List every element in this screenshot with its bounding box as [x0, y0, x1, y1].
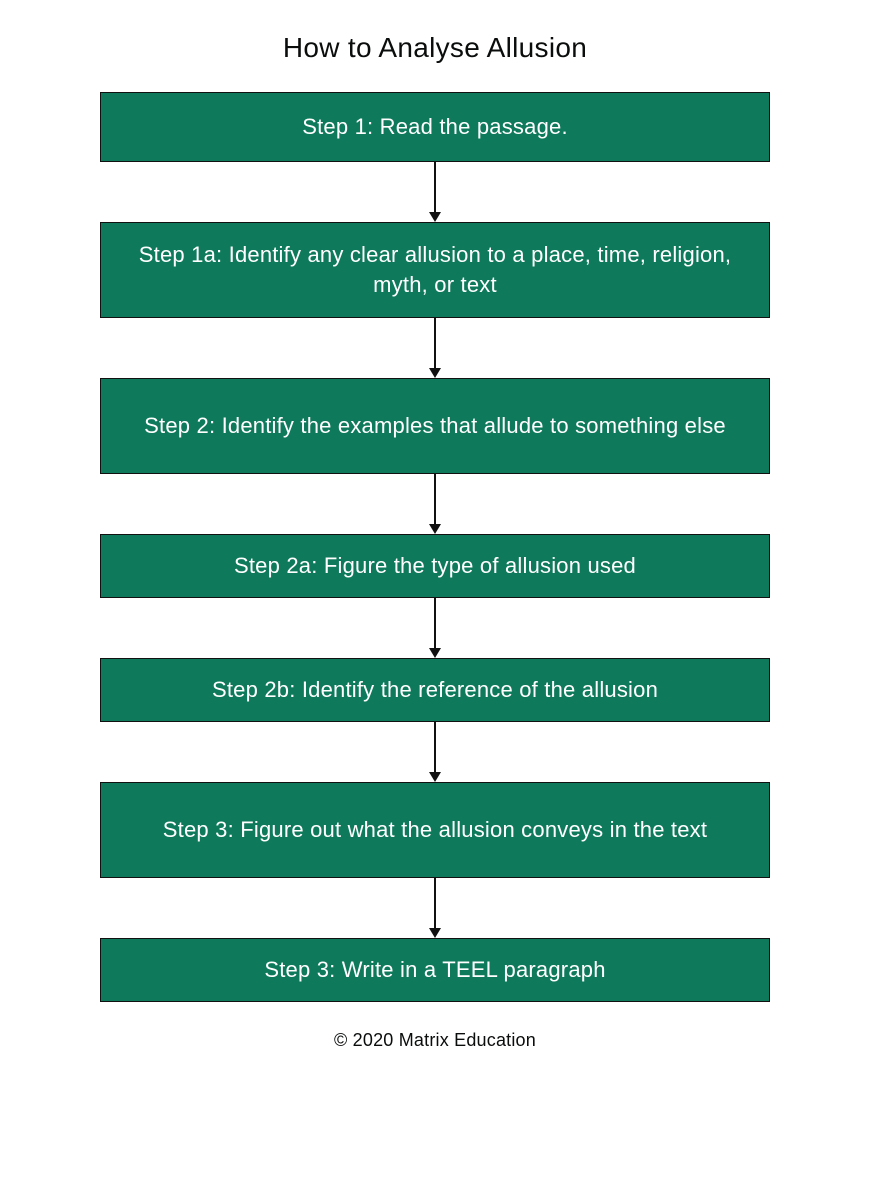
arrow-down-icon [425, 878, 445, 938]
copyright-footer: © 2020 Matrix Education [0, 1030, 870, 1051]
arrow-down-icon [425, 474, 445, 534]
arrow-down-icon [425, 722, 445, 782]
flowchart-step: Step 2b: Identify the reference of the a… [100, 658, 770, 722]
flowchart-step: Step 3: Write in a TEEL paragraph [100, 938, 770, 1002]
flowchart-step-label: Step 2a: Figure the type of allusion use… [234, 551, 636, 581]
arrow-down-icon [425, 162, 445, 222]
flowchart-step: Step 2a: Figure the type of allusion use… [100, 534, 770, 598]
flowchart-step-label: Step 2: Identify the examples that allud… [144, 411, 726, 441]
flowchart-step-label: Step 1: Read the passage. [302, 112, 568, 142]
flowchart-step: Step 1: Read the passage. [100, 92, 770, 162]
flowchart-step-label: Step 1a: Identify any clear allusion to … [125, 240, 745, 299]
flowchart-step-label: Step 2b: Identify the reference of the a… [212, 675, 658, 705]
arrow-down-icon [425, 598, 445, 658]
flowchart-step: Step 1a: Identify any clear allusion to … [100, 222, 770, 318]
flowchart-step: Step 3: Figure out what the allusion con… [100, 782, 770, 878]
flowchart-step-label: Step 3: Figure out what the allusion con… [163, 815, 707, 845]
page-title: How to Analyse Allusion [0, 0, 870, 64]
arrow-down-icon [425, 318, 445, 378]
flowchart-step: Step 2: Identify the examples that allud… [100, 378, 770, 474]
flowchart-step-label: Step 3: Write in a TEEL paragraph [264, 955, 605, 985]
flowchart: Step 1: Read the passage. Step 1a: Identi… [0, 92, 870, 1002]
